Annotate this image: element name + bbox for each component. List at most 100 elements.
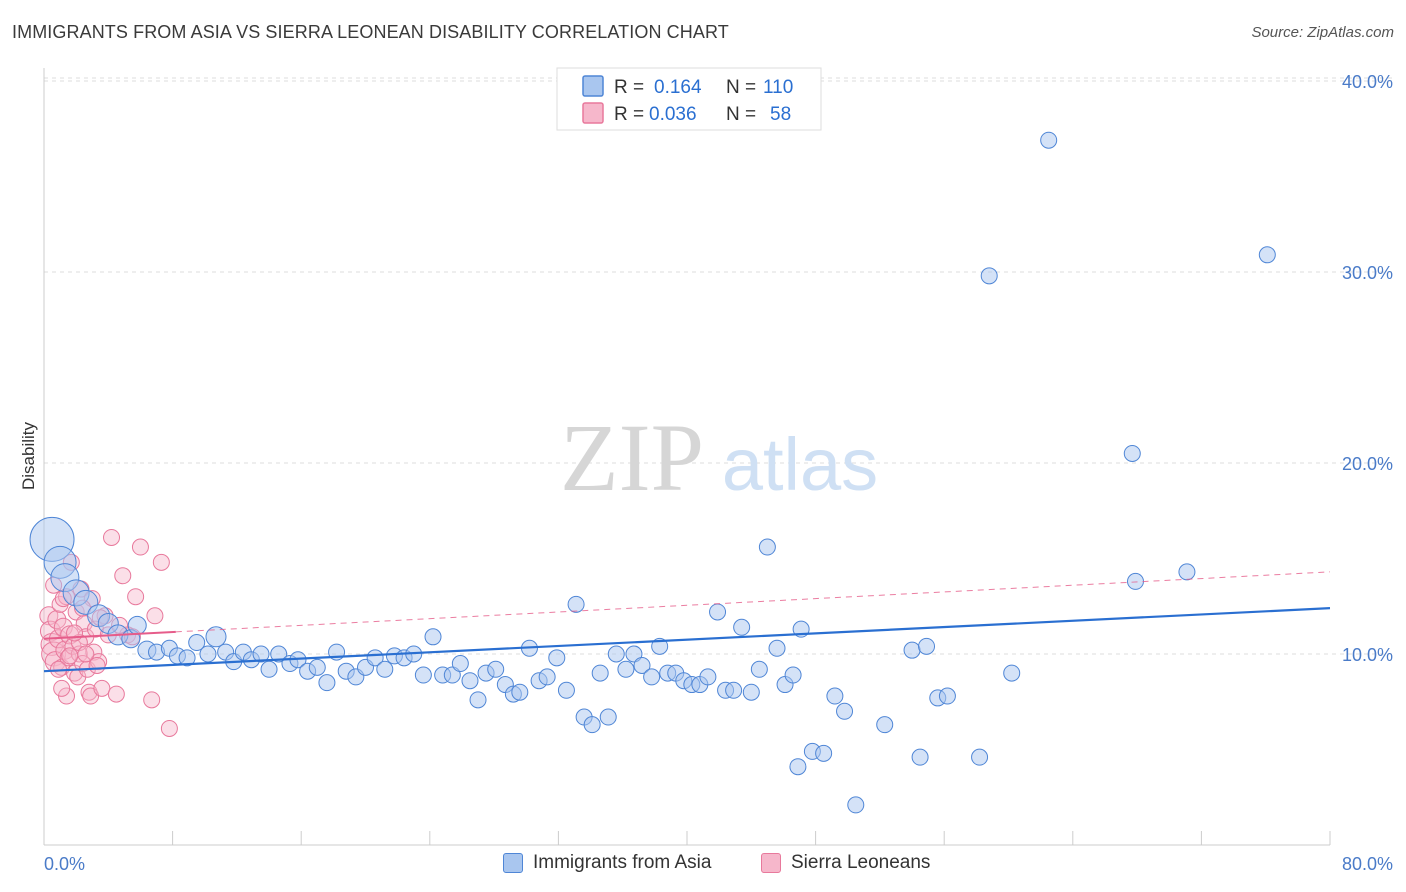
data-point	[318, 674, 336, 692]
data-point	[205, 626, 227, 648]
data-point	[424, 628, 442, 646]
data-point	[260, 660, 278, 678]
data-point	[1126, 572, 1144, 590]
data-point	[784, 666, 802, 684]
watermark-zip: ZIP	[560, 404, 704, 511]
data-point	[107, 685, 125, 703]
trend-line-sierra-solid	[43, 630, 176, 640]
data-point	[53, 617, 73, 637]
y-tick-label: 30.0%	[1342, 263, 1393, 283]
data-point	[88, 656, 106, 674]
legend-n-value-blue: 110	[763, 77, 793, 98]
data-point	[461, 672, 479, 690]
legend-n-label-blue: N =	[726, 77, 756, 98]
data-point	[1178, 563, 1196, 581]
data-point	[114, 567, 132, 585]
data-point	[557, 681, 575, 699]
data-point	[699, 668, 717, 686]
series-sierra-leoneans	[39, 528, 178, 737]
data-point	[160, 719, 178, 737]
data-point	[815, 744, 833, 762]
legend-label: Sierra Leoneans	[791, 852, 931, 873]
data-point	[918, 637, 936, 655]
axes	[43, 68, 1331, 846]
y-tick-label: 10.0%	[1342, 645, 1393, 665]
data-point	[376, 660, 394, 678]
trend-line-asia	[43, 607, 1331, 673]
data-point	[911, 748, 929, 766]
data-point	[725, 681, 743, 699]
y-tick-label: 40.0%	[1342, 72, 1393, 92]
data-point	[252, 645, 270, 663]
data-point	[903, 641, 921, 659]
legend-r-label-blue: R =	[614, 77, 644, 98]
data-point	[607, 645, 625, 663]
data-point	[643, 668, 661, 686]
data-point	[308, 658, 326, 676]
data-point	[742, 683, 760, 701]
data-point	[1040, 131, 1058, 149]
data-point	[487, 660, 505, 678]
data-point	[836, 702, 854, 720]
legend-label: Immigrants from Asia	[533, 852, 712, 873]
data-point	[127, 588, 145, 606]
tick-labels: 10.0% 20.0% 30.0% 40.0% 0.0% 80.0%	[44, 72, 1393, 874]
data-point	[152, 553, 170, 571]
data-point	[131, 538, 149, 556]
trend-lines	[43, 571, 1331, 673]
legend-r-value-blue: 0.164	[654, 77, 702, 98]
legend-item-sierra-leoneans[interactable]: Sierra Leoneans	[761, 852, 930, 874]
legend-n-value-pink: 58	[770, 104, 791, 125]
data-point	[47, 610, 67, 630]
data-point	[199, 645, 217, 663]
data-point	[143, 691, 161, 709]
source-label: Source: ZipAtlas.com	[1251, 24, 1394, 41]
x-tick-label: 80.0%	[1342, 854, 1393, 874]
data-point	[1123, 444, 1141, 462]
watermark: ZIP atlas	[560, 404, 878, 511]
data-point	[548, 649, 566, 667]
data-point	[750, 660, 768, 678]
data-point	[188, 634, 206, 652]
data-point	[633, 656, 651, 674]
data-point	[651, 637, 669, 655]
legend-r-label-pink: R =	[614, 104, 644, 125]
data-point	[66, 624, 84, 642]
data-point	[469, 691, 487, 709]
legend-item-immigrants-from-asia[interactable]: Immigrants from Asia	[503, 852, 711, 874]
legend-top: R = 0.164 N = 110 R = 0.036 N = 58	[556, 67, 822, 131]
legend-swatch-pink	[582, 102, 604, 124]
data-point	[938, 687, 956, 705]
data-point	[414, 666, 432, 684]
data-point	[591, 664, 609, 682]
data-point	[1003, 664, 1021, 682]
data-point	[93, 679, 111, 697]
data-point	[980, 267, 998, 285]
legend-swatch	[503, 853, 523, 873]
data-point	[583, 716, 601, 734]
data-point	[127, 615, 147, 635]
chart-title: IMMIGRANTS FROM ASIA VS SIERRA LEONEAN D…	[12, 22, 729, 42]
x-tick-label: 0.0%	[44, 854, 85, 874]
data-point	[178, 649, 196, 667]
data-point	[758, 538, 776, 556]
y-tick-label: 20.0%	[1342, 454, 1393, 474]
legend-n-label-pink: N =	[726, 104, 756, 125]
data-point	[876, 716, 894, 734]
data-point	[847, 796, 865, 814]
data-point	[768, 639, 786, 657]
legend-r-value-pink: 0.036	[649, 104, 697, 125]
data-point	[53, 679, 71, 697]
legend-swatch-blue	[582, 75, 604, 97]
legend-bottom: Immigrants from Asia Sierra Leoneans	[0, 852, 1406, 878]
data-point	[733, 618, 751, 636]
data-point	[270, 645, 288, 663]
series-immigrants-from-asia	[29, 131, 1276, 814]
data-point	[617, 660, 635, 678]
data-point	[451, 655, 469, 673]
data-point	[789, 758, 807, 776]
data-point	[146, 607, 164, 625]
y-axis-label: Disability	[19, 421, 38, 490]
data-point	[599, 708, 617, 726]
